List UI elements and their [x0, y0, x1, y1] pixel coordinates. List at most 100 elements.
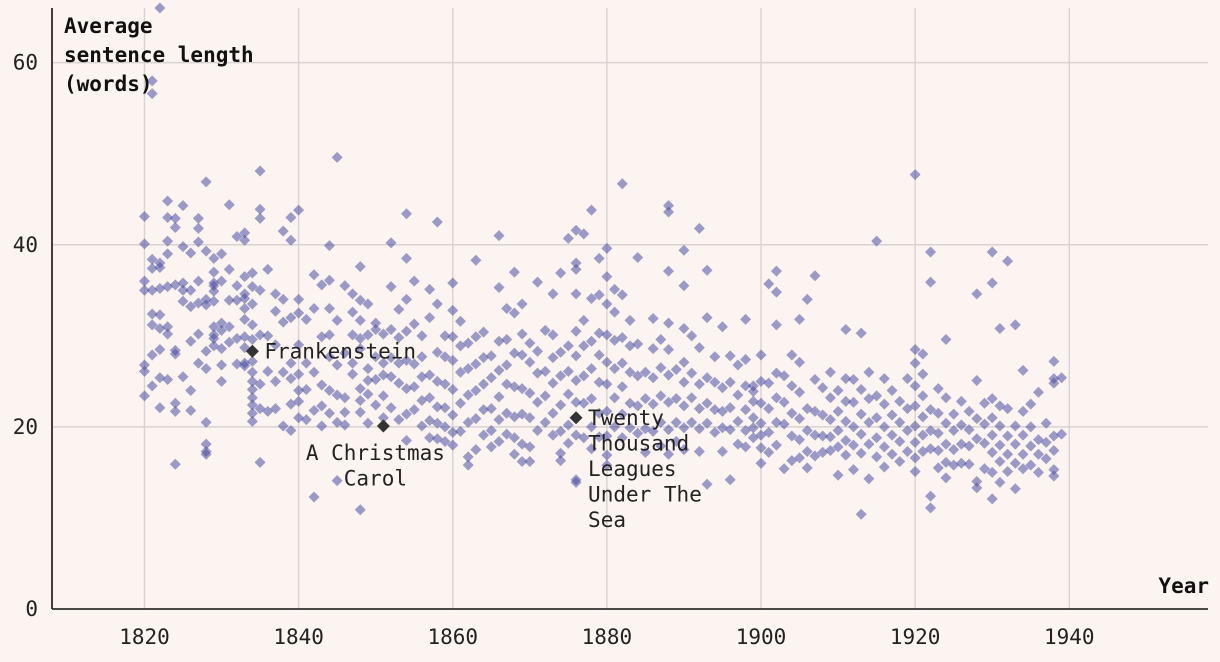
data-point	[986, 412, 998, 424]
data-point	[216, 248, 228, 260]
data-point	[354, 394, 366, 406]
data-point	[585, 443, 597, 455]
data-point	[416, 420, 428, 432]
data-point	[532, 276, 544, 288]
data-point	[871, 432, 883, 444]
data-point	[524, 455, 536, 467]
data-point	[138, 211, 150, 223]
data-point	[678, 323, 690, 335]
data-point	[385, 371, 397, 383]
data-point	[154, 309, 166, 321]
data-point	[231, 280, 243, 292]
data-point	[678, 376, 690, 388]
data-point	[485, 425, 497, 437]
data-point	[462, 451, 474, 463]
data-point	[909, 357, 921, 369]
data-point	[246, 298, 258, 310]
data-point	[601, 459, 613, 471]
data-point	[254, 212, 266, 224]
data-point	[416, 371, 428, 383]
data-point	[223, 263, 235, 275]
data-point	[616, 332, 628, 344]
data-point	[524, 387, 536, 399]
data-point	[932, 383, 944, 395]
data-point	[809, 429, 821, 441]
data-point	[485, 441, 497, 453]
data-point	[547, 329, 559, 341]
data-point	[971, 476, 983, 488]
data-point	[323, 384, 335, 396]
data-point	[616, 178, 628, 190]
data-point	[138, 365, 150, 377]
data-point	[663, 206, 675, 218]
data-point	[855, 428, 867, 440]
data-point	[709, 351, 721, 363]
data-point	[532, 367, 544, 379]
data-point	[755, 442, 767, 454]
data-point	[701, 264, 713, 276]
annotation-line: Leagues	[588, 457, 677, 481]
data-point	[347, 288, 359, 300]
data-point	[470, 358, 482, 370]
data-point	[192, 297, 204, 309]
data-point	[478, 404, 490, 416]
data-point	[408, 381, 420, 393]
data-point	[663, 343, 675, 355]
data-point	[609, 363, 621, 375]
data-point	[146, 380, 158, 392]
data-point	[663, 369, 675, 381]
data-point	[246, 319, 258, 331]
tick-labels: 1820 1840 1860 1880 1900 1920 1940 0 20 40 60	[13, 51, 1095, 649]
data-point	[555, 267, 567, 279]
data-point	[501, 333, 513, 345]
data-point	[878, 373, 890, 385]
data-point	[601, 356, 613, 368]
data-point	[578, 370, 590, 382]
data-point	[632, 370, 644, 382]
data-point	[401, 435, 413, 447]
data-point	[508, 307, 520, 319]
data-point	[354, 333, 366, 345]
data-point	[609, 306, 621, 318]
data-point	[817, 446, 829, 458]
data-point	[493, 391, 505, 403]
data-point	[770, 286, 782, 298]
data-point	[439, 351, 451, 363]
data-point	[246, 366, 258, 378]
data-point	[216, 275, 228, 287]
data-point	[647, 313, 659, 325]
data-point	[632, 252, 644, 264]
data-point	[239, 271, 251, 283]
data-point	[840, 395, 852, 407]
data-point	[832, 405, 844, 417]
data-point	[285, 373, 297, 385]
data-point	[678, 356, 690, 368]
data-point	[909, 452, 921, 464]
data-point	[786, 380, 798, 392]
data-point	[740, 353, 752, 365]
data-point	[393, 332, 405, 344]
data-point	[246, 415, 258, 427]
data-point	[262, 263, 274, 275]
data-point	[585, 393, 597, 405]
data-point	[693, 342, 705, 354]
data-point	[154, 402, 166, 414]
data-point	[478, 429, 490, 441]
data-point	[462, 389, 474, 401]
data-point	[570, 350, 582, 362]
data-point	[1032, 386, 1044, 398]
data-point	[786, 430, 798, 442]
data-point	[362, 388, 374, 400]
book-annotation: A Christmas Carol	[306, 441, 445, 491]
data-point	[331, 359, 343, 371]
data-point	[269, 375, 281, 387]
data-point	[377, 328, 389, 340]
data-point	[362, 363, 374, 375]
data-point	[863, 366, 875, 378]
data-point	[416, 330, 428, 342]
data-point	[485, 372, 497, 384]
data-point	[431, 346, 443, 358]
data-point	[601, 378, 613, 390]
data-point	[562, 365, 574, 377]
